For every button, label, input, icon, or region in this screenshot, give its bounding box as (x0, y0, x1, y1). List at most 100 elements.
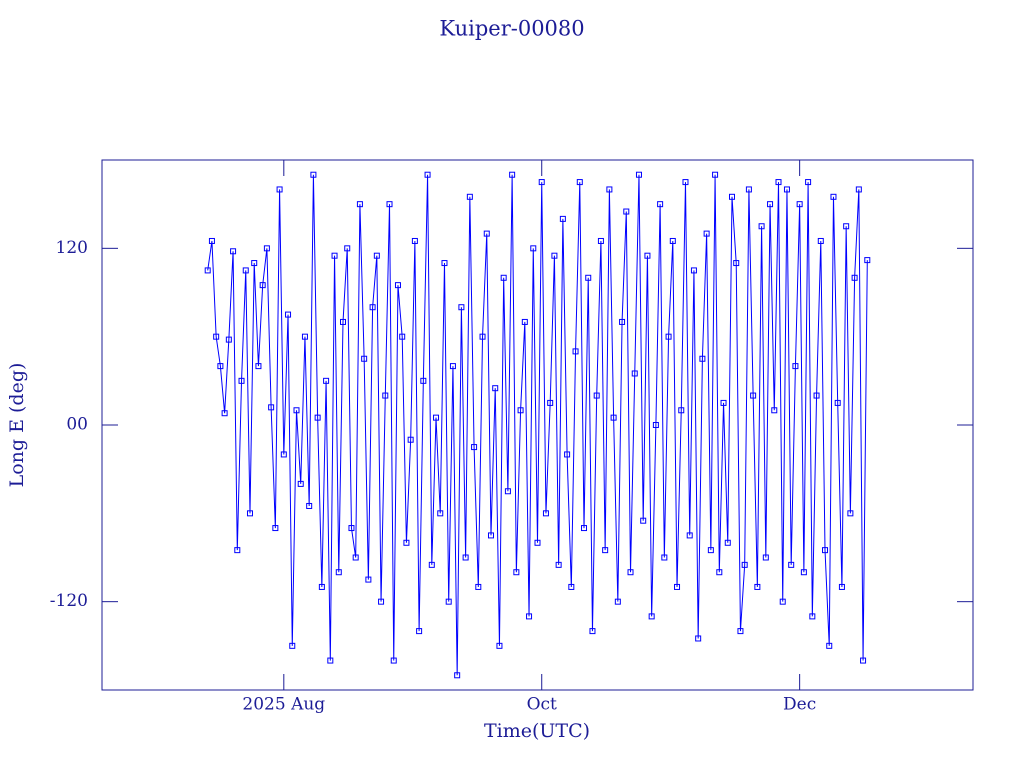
data-point (318, 583, 325, 590)
data-point (369, 304, 376, 311)
data-point (551, 252, 558, 259)
data-point (669, 237, 676, 244)
data-point (246, 510, 253, 517)
data-point (483, 230, 490, 237)
data-point (754, 583, 761, 590)
data-point (449, 363, 456, 370)
data-point (644, 252, 651, 259)
data-point (834, 399, 841, 406)
data-point (657, 201, 664, 208)
data-point (678, 407, 685, 414)
data-point (420, 377, 427, 384)
data-point (344, 245, 351, 252)
data-point (471, 444, 478, 451)
data-point (809, 613, 816, 620)
data-point (826, 642, 833, 649)
data-point (695, 635, 702, 642)
data-point (538, 179, 545, 186)
data-point (390, 657, 397, 664)
data-point (479, 333, 486, 340)
data-point (788, 561, 795, 568)
data-point (462, 554, 469, 561)
data-point (851, 274, 858, 281)
data-point (289, 642, 296, 649)
data-point (310, 171, 317, 178)
x-tick-label: 2025 Aug (242, 695, 325, 715)
data-point (492, 385, 499, 392)
data-point (864, 257, 871, 264)
data-point (301, 333, 308, 340)
data-point (466, 193, 473, 200)
data-point (661, 554, 668, 561)
data-point (361, 355, 368, 362)
data-point (843, 223, 850, 230)
data-point (509, 171, 516, 178)
data-point (204, 267, 211, 274)
data-point (665, 333, 672, 340)
data-point (407, 436, 414, 443)
data-point (817, 237, 824, 244)
data-point (437, 510, 444, 517)
data-point (779, 598, 786, 605)
data-point (758, 223, 765, 230)
data-point (496, 642, 503, 649)
data-point (707, 547, 714, 554)
data-point (830, 193, 837, 200)
data-point (340, 318, 347, 325)
data-point (242, 267, 249, 274)
data-point (534, 539, 541, 546)
data-point (728, 193, 735, 200)
data-point (394, 282, 401, 289)
data-point (513, 569, 520, 576)
data-point (745, 186, 752, 193)
data-point (411, 237, 418, 244)
data-point (378, 598, 385, 605)
data-point (352, 554, 359, 561)
data-point (652, 422, 659, 428)
data-point (335, 569, 342, 576)
data-point (593, 392, 600, 399)
data-point (724, 539, 731, 546)
data-point (712, 171, 719, 178)
data-point (416, 628, 423, 635)
x-tick-label: Dec (783, 695, 816, 715)
data-point (424, 171, 431, 178)
data-point (314, 414, 321, 421)
data-point (627, 569, 634, 576)
data-point (500, 274, 507, 281)
data-point (606, 186, 613, 193)
data-point (623, 208, 630, 215)
data-point (631, 370, 638, 377)
data-point (855, 186, 862, 193)
data-point (230, 248, 237, 255)
data-point (783, 186, 790, 193)
data-point (356, 201, 363, 208)
data-point (268, 404, 275, 411)
data-point (800, 569, 807, 576)
data-point (213, 333, 220, 340)
data-point (487, 532, 494, 539)
data-point (441, 260, 448, 267)
data-point (610, 414, 617, 421)
y-axis-label: Long E (deg) (6, 363, 28, 488)
data-point (682, 179, 689, 186)
data-point (255, 363, 262, 370)
data-point (699, 355, 706, 362)
data-point (399, 333, 406, 340)
data-point (805, 179, 812, 186)
data-point (530, 245, 537, 252)
data-point (796, 201, 803, 208)
data-point (221, 410, 228, 417)
data-point (703, 230, 710, 237)
data-point (433, 414, 440, 421)
data-point (635, 171, 642, 178)
data-point (737, 628, 744, 635)
data-point (285, 311, 292, 318)
data-point (822, 547, 829, 554)
data-point (542, 510, 549, 517)
data-point (555, 561, 562, 568)
data-point (741, 561, 748, 568)
data-line (207, 174, 868, 676)
data-point (272, 525, 279, 532)
